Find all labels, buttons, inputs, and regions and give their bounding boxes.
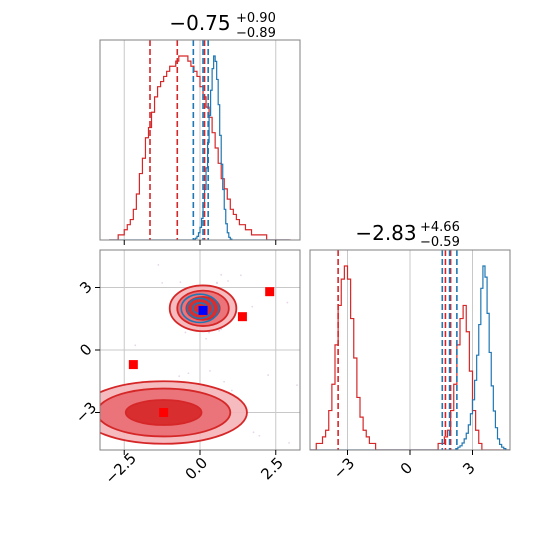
panel-hist-x: −0.75 +0.90 −0.89 xyxy=(99,11,301,245)
joint-blue-contour xyxy=(186,297,214,320)
joint-x-tick-label: 2.5 xyxy=(257,454,287,484)
joint-sample-point xyxy=(227,280,229,282)
joint-sample-point xyxy=(208,331,210,334)
joint-y-tick-label: −3 xyxy=(72,398,100,426)
hist-x-quantiles xyxy=(149,40,209,240)
joint-sample-point xyxy=(230,389,233,392)
joint-sample-point xyxy=(187,372,190,375)
hist-y-title-plus: +4.66 xyxy=(420,220,460,235)
hist-y-title-value: −2.83 xyxy=(355,221,416,245)
joint-sample-point xyxy=(209,370,211,372)
hist-y-tick-label: 0 xyxy=(397,459,416,478)
joint-sample-point xyxy=(218,329,221,332)
joint-sample-point xyxy=(220,328,223,331)
hist-y-title-minus: −0.59 xyxy=(420,235,460,250)
joint-sample-point xyxy=(251,305,254,308)
hist-x-title-value: −0.75 xyxy=(169,11,230,35)
joint-sample-point xyxy=(252,431,255,434)
hist-x-ticks xyxy=(123,240,277,245)
joint-blue-contour xyxy=(180,293,220,324)
joint-red-marker xyxy=(237,312,247,322)
joint-sample-point xyxy=(220,273,223,276)
panel-joint: −2.5 0.0 2.5 −3 0 3 xyxy=(61,249,301,488)
hist-y-quantiles xyxy=(337,250,458,450)
joint-sample-point xyxy=(134,344,137,347)
joint-sample-point xyxy=(97,436,99,438)
hist-x-title: −0.75 xyxy=(169,11,230,35)
joint-sample-point xyxy=(179,281,182,284)
joint-sample-point xyxy=(205,337,208,340)
hist-y-ticks: −3 0 3 xyxy=(330,450,479,483)
hist-y-tick-label: −3 xyxy=(330,454,358,482)
hist-y-blue-step xyxy=(310,265,510,450)
joint-sample-point xyxy=(296,384,298,387)
joint-sample-point xyxy=(288,442,290,444)
joint-sample-point xyxy=(258,434,261,437)
joint-x-tick-label: −2.5 xyxy=(101,449,139,487)
hist-x-blue-step xyxy=(109,55,290,240)
joint-sample-point xyxy=(286,301,289,304)
joint-sample-point xyxy=(184,331,187,334)
hist-y-grid xyxy=(347,250,473,450)
joint-markers xyxy=(128,287,275,417)
hist-x-grid xyxy=(123,40,277,240)
joint-red-marker xyxy=(265,287,275,297)
joint-sample-point xyxy=(161,281,164,284)
joint-blue-marker xyxy=(198,305,208,315)
joint-y-tick-label: 0 xyxy=(76,340,95,359)
joint-sample-point xyxy=(178,375,181,378)
joint-y-tick-label: 3 xyxy=(76,278,95,297)
hist-x-title-plus: +0.90 xyxy=(236,11,276,26)
panel-hist-y: −3 0 3 −2.83 +4.66 −0.59 xyxy=(309,220,511,483)
joint-red-marker xyxy=(128,360,138,370)
joint-sample-point xyxy=(61,442,63,444)
hist-y-tick-label: 3 xyxy=(459,459,478,478)
joint-x-tick-label: 0.0 xyxy=(182,454,212,484)
hist-x-title-minus: −0.89 xyxy=(236,26,276,41)
joint-contours xyxy=(100,284,248,445)
joint-sample-point xyxy=(157,264,160,266)
joint-sample-point xyxy=(216,281,218,284)
joint-sample-point xyxy=(267,374,270,376)
joint-red-marker xyxy=(159,408,169,417)
hist-y-series xyxy=(310,265,510,450)
joint-sample-point xyxy=(239,274,242,277)
joint-sample-point xyxy=(223,380,225,383)
